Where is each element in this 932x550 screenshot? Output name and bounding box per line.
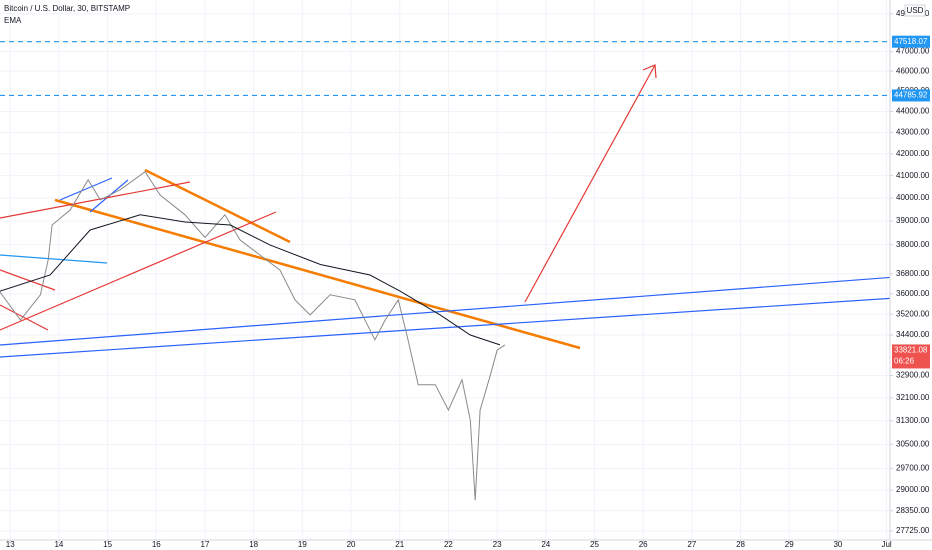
x-tick-label: 29 xyxy=(785,540,794,549)
indicator-label: EMA xyxy=(4,16,22,25)
y-tick-label: 36800.00 xyxy=(896,269,930,278)
y-tick-label: 27725.00 xyxy=(896,526,930,535)
y-tick-label: 32100.00 xyxy=(896,393,930,402)
ema-line xyxy=(0,214,501,346)
x-tick-label: 30 xyxy=(833,540,842,549)
x-tick-label: 27 xyxy=(687,540,696,549)
plot xyxy=(0,41,890,501)
last-price-box xyxy=(892,344,930,369)
y-tick-label: 31300.00 xyxy=(896,416,930,425)
y-tick-label: 29000.00 xyxy=(896,485,930,494)
x-tick-label: 21 xyxy=(395,540,404,549)
y-tick-label: 30500.00 xyxy=(896,439,930,448)
trendline xyxy=(0,211,277,331)
x-tick-label: 23 xyxy=(493,540,502,549)
arrow-head xyxy=(642,64,657,79)
y-tick-label: 39000.00 xyxy=(896,216,930,225)
x-tick-label: 26 xyxy=(639,540,648,549)
y-tick-label: 38000.00 xyxy=(896,240,930,249)
currency-label: USD xyxy=(907,6,924,15)
price-label: 47518.07 xyxy=(894,37,928,46)
x-tick-label: 15 xyxy=(103,540,112,549)
y-tick-label: 29700.00 xyxy=(896,464,930,473)
y-tick-label: 35200.00 xyxy=(896,309,930,318)
price-label: 44785.92 xyxy=(894,91,928,100)
trendline xyxy=(0,297,897,358)
trendline xyxy=(0,269,56,291)
arrow xyxy=(524,64,656,303)
grid xyxy=(0,0,890,540)
x-tick-label: 25 xyxy=(590,540,599,549)
chart-title: Bitcoin / U.S. Dollar, 30, BITSTAMP xyxy=(4,4,130,13)
x-tick-label: 24 xyxy=(541,540,550,549)
x-tick-label: 20 xyxy=(347,540,356,549)
y-tick-label: 46000.00 xyxy=(896,66,930,75)
x-tick-label: 13 xyxy=(6,540,15,549)
drawings xyxy=(0,64,897,358)
price-line xyxy=(0,170,506,501)
y-tick-label: 44000.00 xyxy=(896,107,930,116)
price-label-box xyxy=(892,89,930,102)
y-tick-label: 42000.00 xyxy=(896,149,930,158)
x-tick-label: Jul xyxy=(881,540,891,549)
y-tick-label: 41000.00 xyxy=(896,171,930,180)
y-tick-label: 43000.00 xyxy=(896,128,930,137)
x-tick-label: 28 xyxy=(736,540,745,549)
last-price-label: 33821.08 xyxy=(894,346,928,355)
countdown-label: 06:26 xyxy=(894,357,915,366)
trendline xyxy=(59,177,113,201)
trendline xyxy=(0,304,49,331)
y-tick-label: 40000.00 xyxy=(896,193,930,202)
trendline xyxy=(0,254,108,264)
trendline xyxy=(54,198,581,350)
trendline xyxy=(0,181,191,219)
trendline xyxy=(144,168,291,244)
y-tick-label: 34400.00 xyxy=(896,330,930,339)
y-tick-label: 47000.00 xyxy=(896,47,930,56)
x-tick-label: 19 xyxy=(298,540,307,549)
price-label-box xyxy=(892,35,930,48)
x-tick-label: 22 xyxy=(444,540,453,549)
x-tick-label: 14 xyxy=(54,540,63,549)
x-tick-label: 16 xyxy=(152,540,161,549)
x-tick-label: 18 xyxy=(249,540,258,549)
y-tick-label: 32900.00 xyxy=(896,371,930,380)
y-tick-label: 36000.00 xyxy=(896,289,930,298)
currency-box xyxy=(904,4,926,17)
trendline xyxy=(0,276,897,346)
x-tick-label: 17 xyxy=(201,540,210,549)
y-tick-label: 28350.00 xyxy=(896,506,930,515)
